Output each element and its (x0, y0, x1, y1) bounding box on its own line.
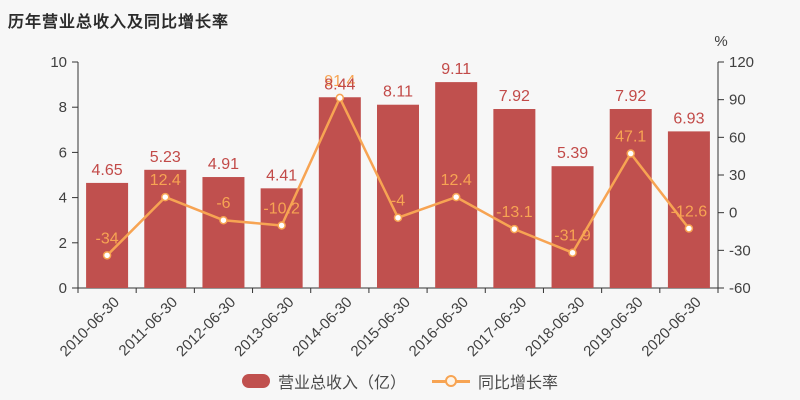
right-axis-tick-label: 90 (729, 92, 746, 109)
revenue-value-label: 8.11 (383, 84, 413, 101)
right-axis-tick-label: 0 (729, 205, 737, 222)
x-axis-category-label: 2019-06-30 (580, 294, 646, 360)
growth-value-label: -4 (391, 193, 405, 210)
right-axis-unit-label: % (714, 33, 727, 50)
revenue-value-label: 7.92 (499, 88, 530, 105)
revenue-bar (86, 182, 129, 288)
growth-value-label: 91.4 (324, 73, 355, 90)
chart-canvas: 0 2 4 6 8 10 -60 -30 0 30 60 90 120% 2010-06-302011-0… (50, 33, 754, 360)
line-marker-icon (432, 374, 470, 388)
revenue-value-label: 9.11 (441, 61, 471, 78)
growth-value-label: 12.4 (150, 172, 181, 189)
revenue-value-label: 4.41 (266, 167, 297, 184)
revenue-value-label: 4.65 (92, 162, 123, 179)
x-axis-category-label: 2015-06-30 (348, 294, 414, 360)
growth-point-marker (335, 93, 345, 103)
x-axis-category-label: 2013-06-30 (231, 294, 297, 360)
revenue-value-label: 5.23 (150, 149, 181, 166)
growth-point-marker (451, 192, 461, 202)
growth-point-marker (277, 221, 286, 230)
growth-value-label: -31.9 (554, 228, 591, 245)
right-axis-tick-label: 30 (729, 167, 746, 184)
growth-value-label: -12.6 (671, 203, 708, 220)
revenue-value-label: 6.93 (673, 110, 704, 127)
growth-point-marker (102, 251, 112, 260)
left-axis-tick-label: 8 (59, 99, 67, 116)
growth-point-marker (510, 224, 519, 234)
growth-value-label: -6 (216, 195, 230, 212)
legend-item-growth[interactable]: 同比增长率 (432, 369, 558, 393)
growth-value-label: -34 (96, 230, 119, 247)
right-axis-tick-label: -60 (729, 280, 751, 297)
revenue-bar (609, 109, 652, 289)
legend: 营业总收入（亿） 同比增长率 (0, 369, 800, 393)
revenue-bar (377, 104, 419, 289)
revenue-bar (144, 169, 187, 288)
growth-point-marker (626, 149, 635, 158)
right-axis-tick-label: 60 (729, 129, 746, 146)
legend-label-growth: 同比增长率 (478, 375, 559, 392)
revenue-value-label: 7.92 (615, 88, 646, 105)
x-axis-category-label: 2018-06-30 (522, 294, 588, 360)
legend-label-revenue: 营业总收入（亿） (277, 375, 406, 392)
x-axis-category-label: 2011-06-30 (116, 294, 181, 359)
chart-title: 历年营业总收入及同比增长率 (8, 14, 230, 31)
bar-swatch-icon (241, 374, 270, 388)
x-axis-category-label: 2010-06-30 (57, 294, 123, 360)
legend-item-revenue[interactable]: 营业总收入（亿） (241, 369, 406, 393)
revenue-bar (260, 188, 303, 288)
left-axis-tick-label: 10 (50, 54, 67, 71)
revenue-bar (493, 109, 536, 289)
revenue-value-label: 4.91 (208, 156, 239, 173)
growth-value-label: 47.1 (615, 129, 646, 146)
x-axis-category-label: 2012-06-30 (173, 294, 239, 360)
revenue-value-label: 8.44 (324, 76, 355, 93)
left-axis-tick-label: 4 (59, 190, 67, 207)
left-axis-tick-label: 0 (59, 280, 67, 297)
growth-value-label: -10.2 (263, 200, 300, 217)
x-axis-category-label: 2016-06-30 (406, 294, 472, 360)
growth-point-marker (568, 248, 577, 257)
revenue-value-label: 5.39 (557, 145, 588, 162)
growth-point-marker (219, 215, 228, 225)
left-axis-tick-label: 2 (59, 235, 67, 252)
revenue-bar (435, 82, 478, 288)
right-axis-tick-label: -30 (729, 242, 751, 259)
left-axis-tick-label: 6 (59, 144, 67, 161)
growth-point-marker (161, 192, 170, 202)
x-axis-category-label: 2017-06-30 (464, 294, 530, 360)
x-axis-category-label: 2014-06-30 (289, 294, 355, 360)
growth-value-label: -13.1 (496, 204, 533, 221)
growth-value-label: 12.4 (441, 172, 472, 189)
revenue-bar (202, 177, 245, 288)
growth-point-marker (393, 213, 403, 222)
growth-point-marker (684, 224, 694, 233)
x-axis-category-label: 2020-06-30 (638, 294, 704, 360)
right-axis-tick-label: 120 (729, 54, 754, 71)
